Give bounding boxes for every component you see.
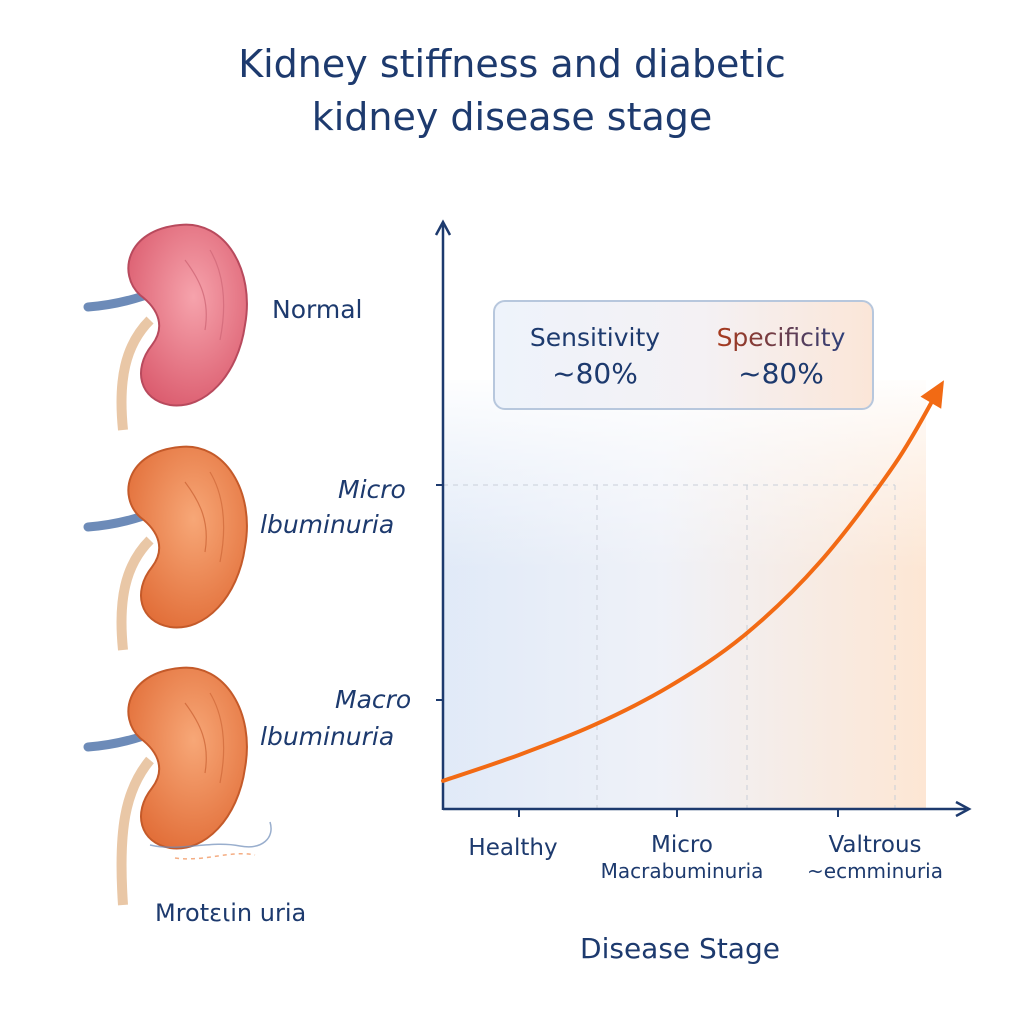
series-arrowhead — [920, 380, 944, 409]
kidney-micro — [83, 445, 248, 651]
y-axis-arrow — [434, 219, 452, 236]
series-layer — [441, 380, 944, 783]
series-line-stiffness — [441, 385, 942, 783]
kidney-label-normal: Normal — [272, 295, 363, 324]
x-tick-label-valtrous: Valtrous ~ecmminuria — [765, 832, 985, 884]
x-tick-sublabel-1: Macrabuminuria — [600, 859, 764, 883]
x-axis-label: Disease Stage — [580, 932, 780, 965]
x-axis-arrow — [955, 800, 972, 818]
x-tick-label-micro: Micro Macrabuminuria — [572, 832, 792, 884]
specificity-value: ~80% — [738, 357, 824, 390]
x-tick-label-2: Valtrous — [828, 832, 922, 858]
kidney-normal — [83, 223, 248, 431]
specificity-stat: Specificity ~80% — [691, 320, 871, 393]
kidney-label-micro-line2: lbuminuria — [260, 510, 395, 539]
sensitivity-label: Sensitivity — [529, 323, 661, 352]
kidney-label-macro-line1: Macro — [335, 685, 412, 714]
kidney-macro — [83, 666, 272, 906]
x-tick-sublabel-2: ~ecmminuria — [807, 859, 943, 883]
chart-title-line1: Kidney stiffness and diabetic — [238, 42, 786, 86]
sensitivity-value: ~80% — [552, 357, 638, 390]
proteinuria-label: Mrotειin uria — [155, 899, 307, 927]
stats-box: Sensitivity ~80% Specificity ~80% — [493, 300, 874, 410]
kidney-label-macro-line2: lbuminuria — [260, 722, 395, 751]
x-tick-label-0: Healthy — [468, 835, 558, 861]
sensitivity-stat: Sensitivity ~80% — [505, 320, 685, 393]
kidney-label-micro-line1: Micro — [338, 475, 406, 504]
x-tick-label-healthy: Healthy — [403, 835, 623, 861]
x-tick-label-1: Micro — [651, 832, 713, 858]
specificity-label: Specificity — [716, 323, 846, 352]
chart-title-line2: kidney disease stage — [311, 95, 713, 139]
